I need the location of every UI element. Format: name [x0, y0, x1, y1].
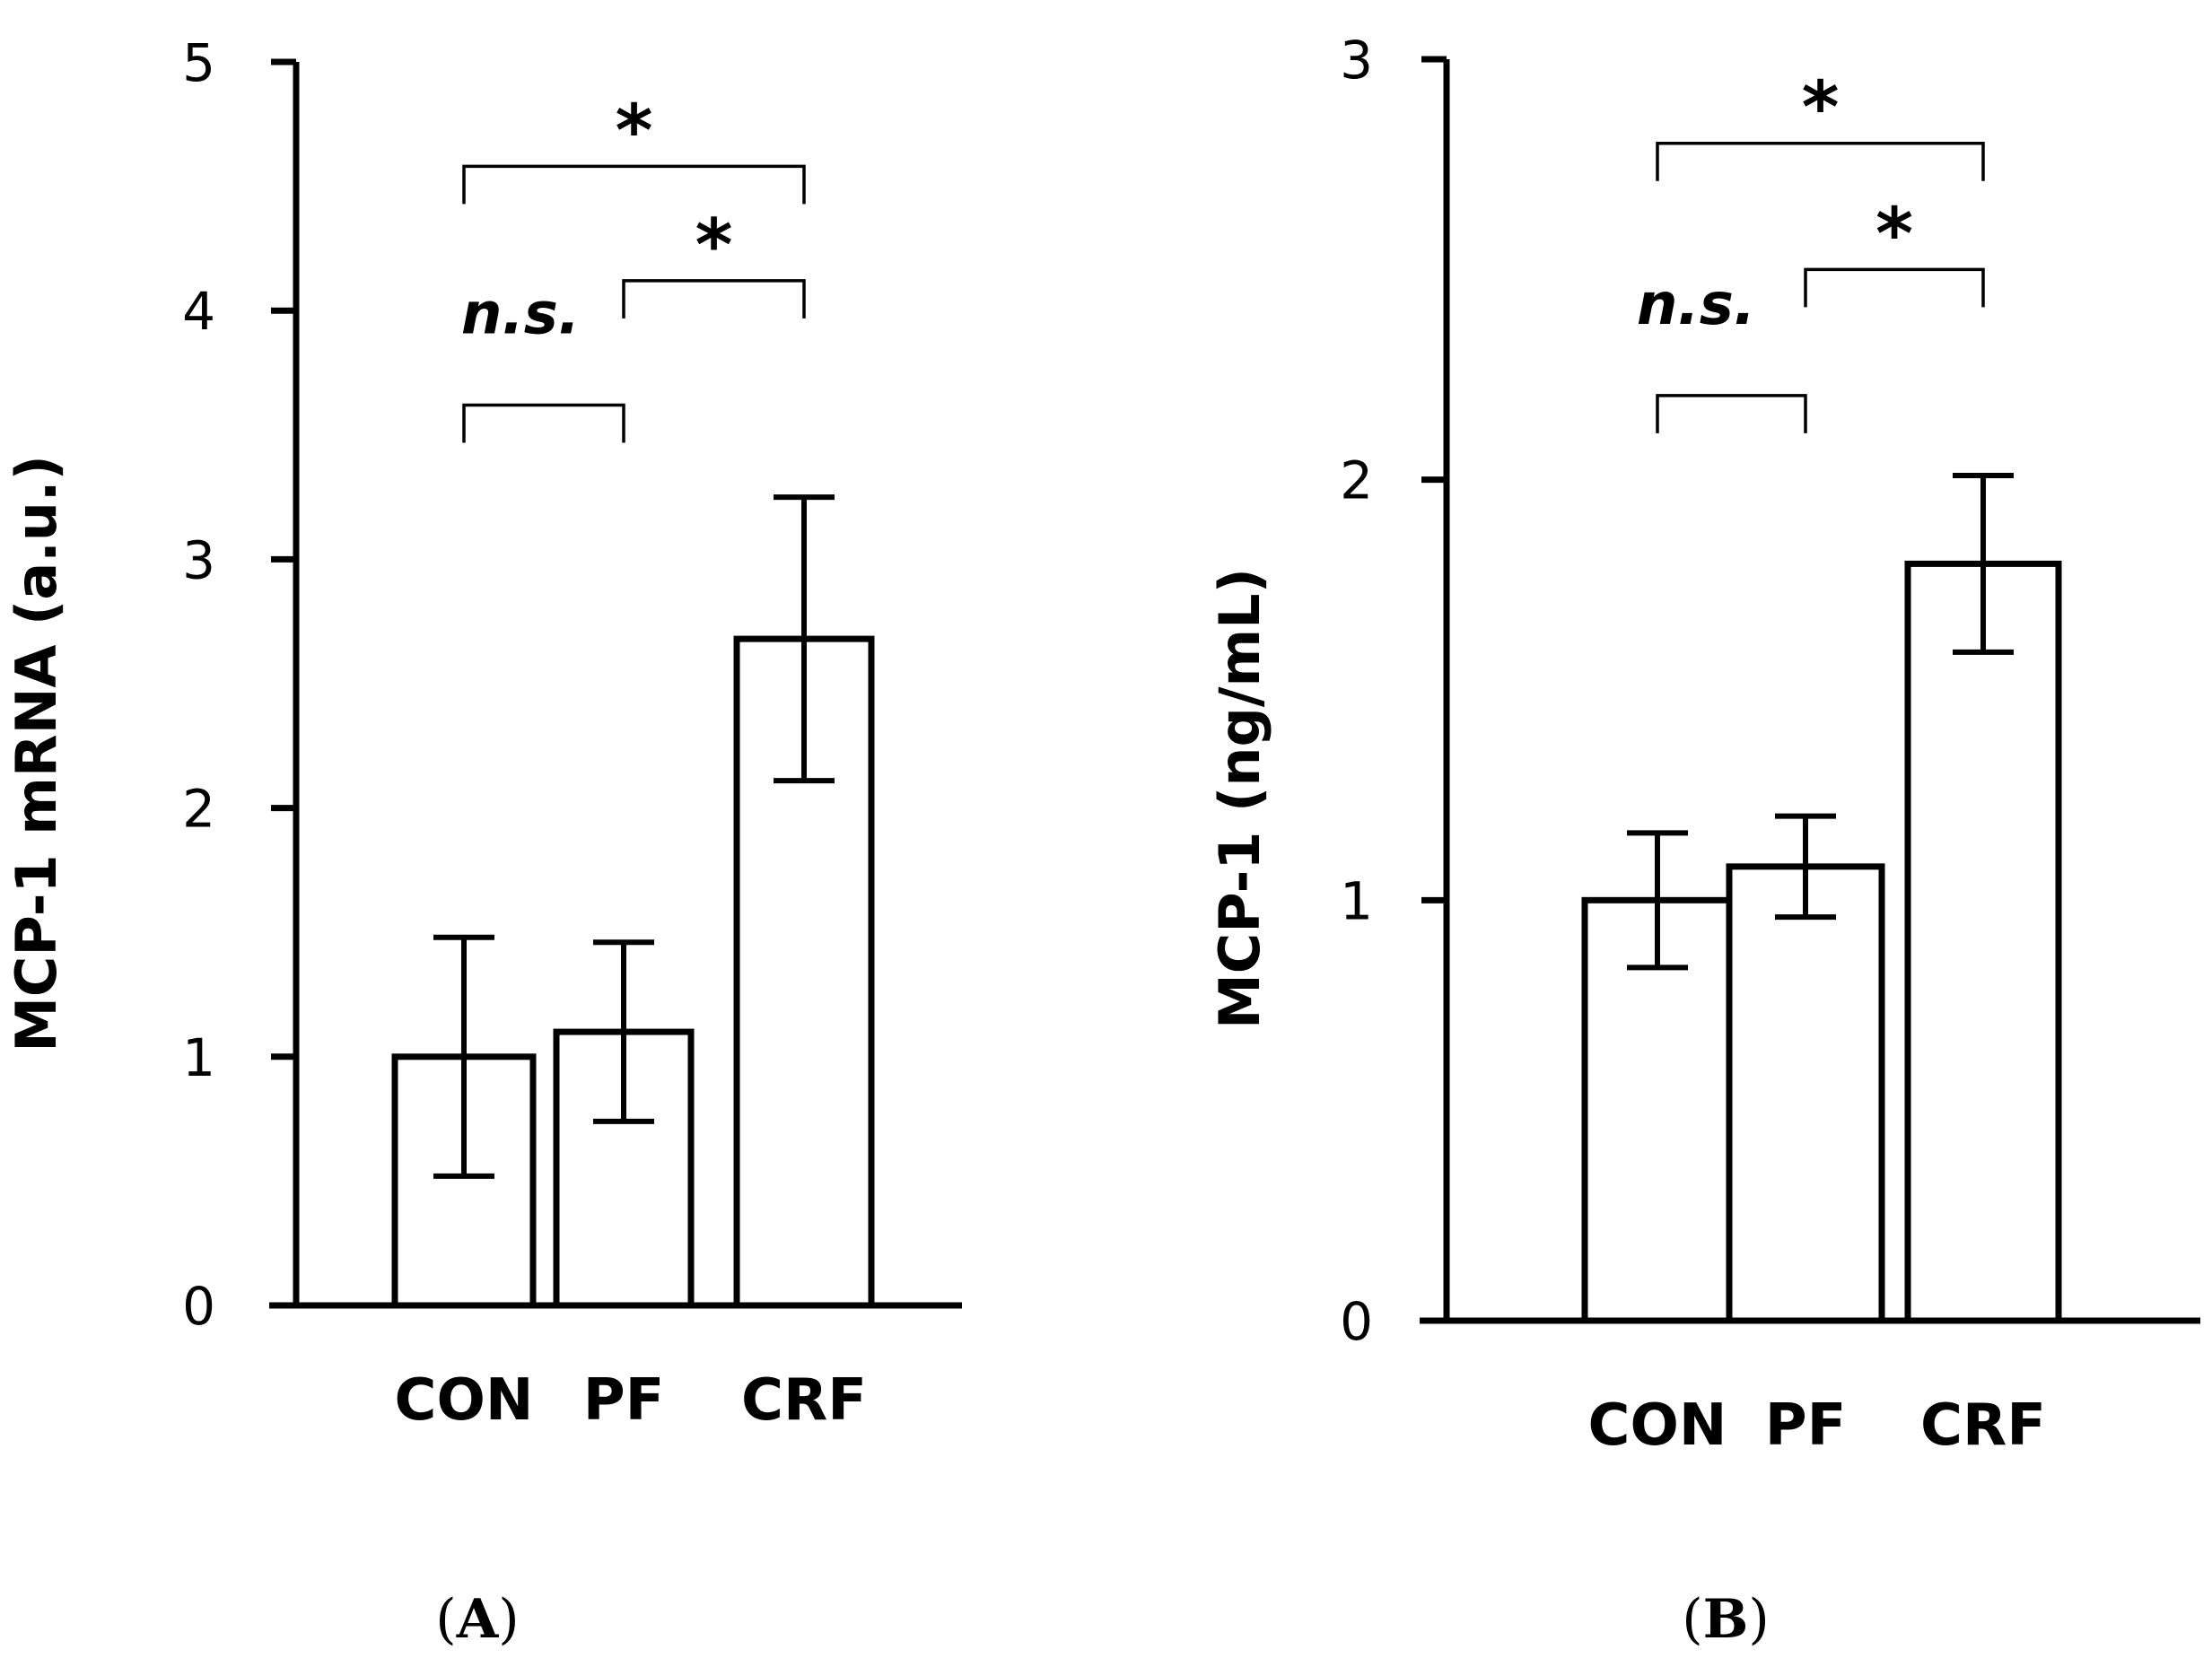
bar-crf [1904, 560, 2062, 1324]
y-tick-label: 5 [182, 32, 215, 93]
y-tick-label: 0 [182, 1276, 215, 1337]
y-tick-label: 0 [1340, 1291, 1373, 1352]
y-tick-label: 2 [182, 779, 215, 840]
panel-b-chart: 0 1 2 3 MCP-1 (ng/mL) CON PF CRF n.s. * * (B) [1207, 30, 2200, 1651]
category-label: CON [1588, 1392, 1727, 1459]
category-label: CRF [1920, 1392, 2046, 1459]
significance-label: * [695, 204, 733, 287]
y-tick-label: 1 [182, 1027, 215, 1088]
significance-label: n.s. [461, 282, 580, 348]
significance-bracket [1656, 394, 1807, 433]
significance-bracket [1804, 267, 1985, 308]
significance-label: * [1802, 66, 1840, 150]
y-tick-label: 4 [182, 281, 215, 342]
significance-label: n.s. [1637, 272, 1755, 338]
y-tick-label: 2 [1340, 450, 1373, 511]
significance-bracket [462, 164, 806, 205]
significance-label: * [1875, 192, 1913, 275]
y-tick-label: 3 [1340, 30, 1373, 91]
panel-a-chart: 0 1 2 3 4 5 MCP-1 mRNA (a.u.) CON PF CRF n.s. * * (A) [4, 32, 962, 1651]
category-label: CRF [741, 1367, 867, 1434]
y-tick-label: 3 [182, 529, 215, 590]
panel-letter: A [456, 1588, 500, 1651]
bar-pf [1726, 863, 1885, 1324]
significance-label: * [616, 89, 653, 172]
panel-letter: B [1703, 1588, 1749, 1651]
category-label: PF [1765, 1392, 1847, 1459]
panel-label: (B) [1682, 1588, 1770, 1651]
y-tick-label: 1 [1340, 870, 1373, 931]
category-label: PF [583, 1367, 665, 1434]
significance-bracket [622, 279, 806, 319]
panel-label: (A) [435, 1588, 519, 1651]
category-label: CON [395, 1367, 534, 1434]
y-axis-label: MCP-1 (ng/mL) [1207, 568, 1272, 1029]
significance-bracket [1656, 141, 1985, 181]
bar-con [1581, 896, 1734, 1324]
significance-bracket [462, 403, 625, 443]
y-axis-label: MCP-1 mRNA (a.u.) [4, 455, 69, 1052]
bar-crf [733, 635, 875, 1309]
